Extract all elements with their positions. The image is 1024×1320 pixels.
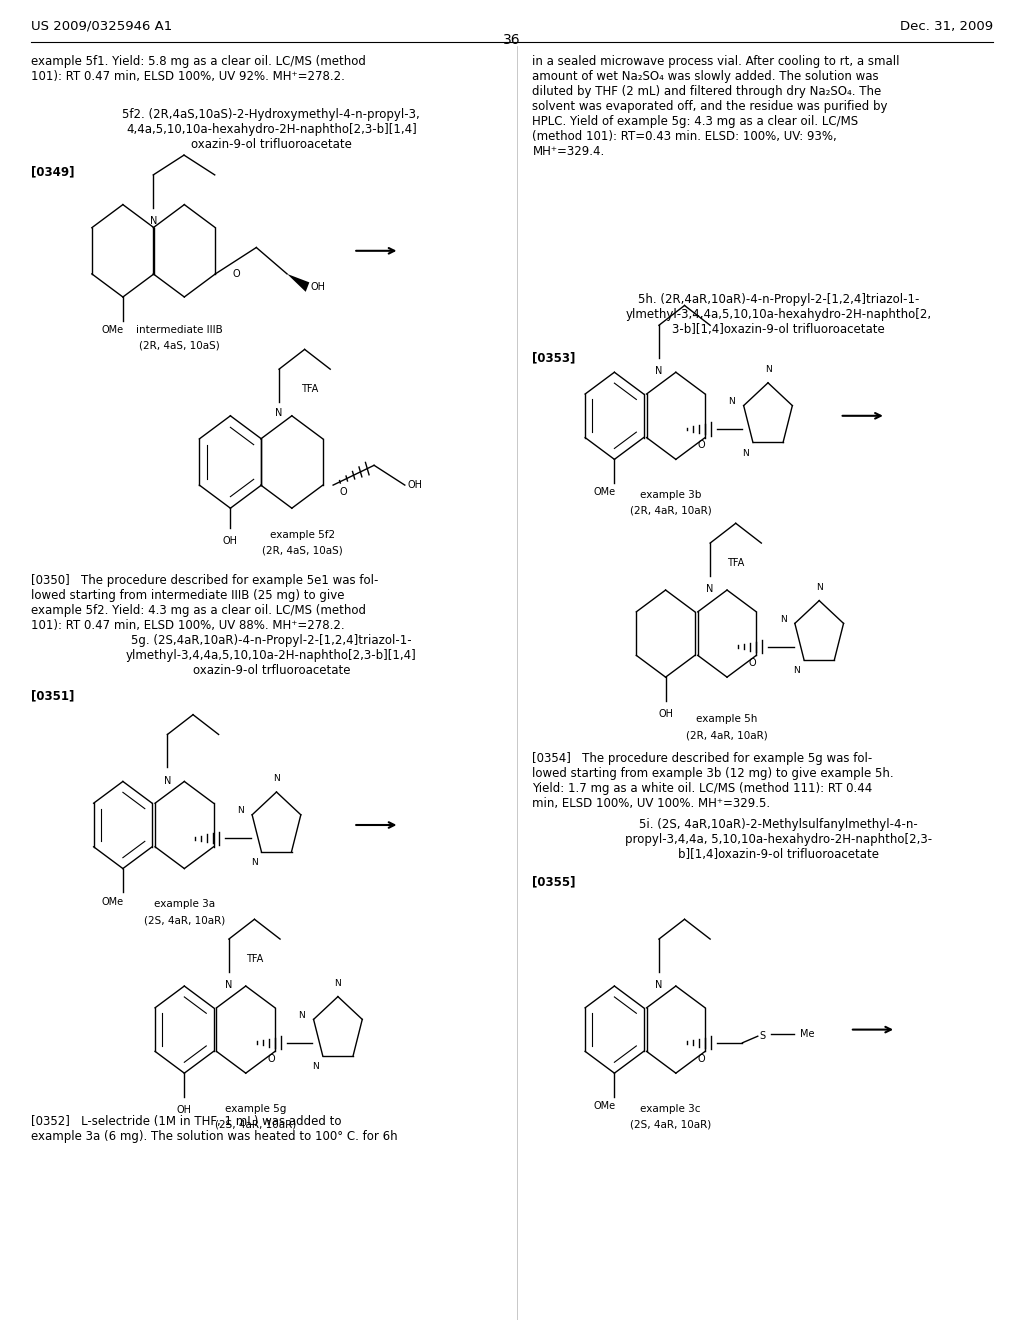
Text: N: N — [225, 981, 232, 990]
Text: [0351]: [0351] — [31, 689, 74, 702]
Text: example 5f1. Yield: 5.8 mg as a clear oil. LC/MS (method
101): RT 0.47 min, ELSD: example 5f1. Yield: 5.8 mg as a clear oi… — [31, 55, 366, 83]
Text: N: N — [742, 449, 750, 458]
Text: N: N — [299, 1011, 305, 1020]
Text: in a sealed microwave process vial. After cooling to rt, a small
amount of wet N: in a sealed microwave process vial. Afte… — [532, 55, 900, 158]
Text: [0350]   The procedure described for example 5e1 was fol-
lowed starting from in: [0350] The procedure described for examp… — [31, 574, 378, 632]
Text: OH: OH — [223, 536, 238, 546]
Text: OH: OH — [408, 480, 423, 490]
Text: (2R, 4aR, 10aR): (2R, 4aR, 10aR) — [630, 506, 712, 516]
Text: OH: OH — [177, 1105, 191, 1115]
Text: N: N — [275, 408, 283, 417]
Text: OMe: OMe — [593, 487, 615, 498]
Text: example 3c: example 3c — [640, 1104, 701, 1114]
Text: [0349]: [0349] — [31, 165, 74, 178]
Text: N: N — [150, 216, 157, 226]
Text: [0352]   L-selectride (1M in THF, 1 mL) was added to
example 3a (6 mg). The solu: [0352] L-selectride (1M in THF, 1 mL) wa… — [31, 1115, 397, 1143]
Text: US 2009/0325946 A1: US 2009/0325946 A1 — [31, 20, 172, 33]
Text: 36: 36 — [503, 33, 521, 48]
Text: TFA: TFA — [301, 384, 318, 393]
Text: (2R, 4aS, 10aS): (2R, 4aS, 10aS) — [139, 341, 219, 351]
Text: [0354]   The procedure described for example 5g was fol-
lowed starting from exa: [0354] The procedure described for examp… — [532, 752, 894, 810]
Text: N: N — [312, 1063, 319, 1072]
Text: N: N — [251, 858, 258, 867]
Text: (2S, 4aR, 10aR): (2S, 4aR, 10aR) — [143, 915, 225, 925]
Text: [0355]: [0355] — [532, 875, 575, 888]
Text: OH: OH — [658, 709, 673, 719]
Text: example 5g: example 5g — [225, 1104, 287, 1114]
Text: 5i. (2S, 4aR,10aR)-2-Methylsulfanylmethyl-4-n-
propyl-3,4,4a, 5,10,10a-hexahydro: 5i. (2S, 4aR,10aR)-2-Methylsulfanylmethy… — [625, 818, 932, 862]
Text: O: O — [232, 269, 240, 279]
Text: N: N — [655, 981, 663, 990]
Text: O: O — [697, 440, 706, 450]
Text: N: N — [707, 585, 714, 594]
Text: (2R, 4aR, 10aR): (2R, 4aR, 10aR) — [686, 730, 768, 741]
Text: O: O — [697, 1053, 706, 1064]
Text: N: N — [164, 776, 171, 785]
Text: example 5h: example 5h — [696, 714, 758, 725]
Text: (2R, 4aS, 10aS): (2R, 4aS, 10aS) — [262, 545, 342, 556]
Text: N: N — [273, 775, 280, 783]
Text: OH: OH — [310, 282, 326, 292]
Text: N: N — [335, 979, 341, 987]
Text: N: N — [765, 366, 771, 374]
Text: O: O — [340, 487, 347, 496]
Text: O: O — [267, 1053, 275, 1064]
Text: OMe: OMe — [593, 1101, 615, 1111]
Text: TFA: TFA — [727, 558, 744, 568]
Text: Dec. 31, 2009: Dec. 31, 2009 — [900, 20, 993, 33]
Text: O: O — [749, 657, 757, 668]
Text: S: S — [760, 1031, 766, 1041]
Text: N: N — [655, 367, 663, 376]
Text: N: N — [816, 583, 822, 591]
Polygon shape — [287, 273, 309, 292]
Text: 5h. (2R,4aR,10aR)-4-n-Propyl-2-[1,2,4]triazol-1-
ylmethyl-3,4,4a,5,10,10a-hexahy: 5h. (2R,4aR,10aR)-4-n-Propyl-2-[1,2,4]tr… — [626, 293, 931, 337]
Text: intermediate IIIB: intermediate IIIB — [136, 325, 222, 335]
Text: 5f2. (2R,4aS,10aS)-2-Hydroxymethyl-4-n-propyl-3,
4,4a,5,10,10a-hexahydro-2H-naph: 5f2. (2R,4aS,10aS)-2-Hydroxymethyl-4-n-p… — [123, 108, 420, 152]
Text: OMe: OMe — [101, 325, 124, 335]
Text: example 3b: example 3b — [640, 490, 701, 500]
Text: OMe: OMe — [101, 896, 124, 907]
Text: [0353]: [0353] — [532, 351, 575, 364]
Text: (2S, 4aR, 10aR): (2S, 4aR, 10aR) — [630, 1119, 712, 1130]
Text: example 3a: example 3a — [154, 899, 215, 909]
Text: TFA: TFA — [246, 954, 263, 964]
Text: 5g. (2S,4aR,10aR)-4-n-Propyl-2-[1,2,4]triazol-1-
ylmethyl-3,4,4a,5,10,10a-2H-nap: 5g. (2S,4aR,10aR)-4-n-Propyl-2-[1,2,4]tr… — [126, 634, 417, 677]
Text: N: N — [780, 615, 786, 624]
Text: N: N — [729, 397, 735, 407]
Text: N: N — [238, 807, 244, 816]
Text: (2S, 4aR, 10aR): (2S, 4aR, 10aR) — [215, 1119, 297, 1130]
Text: Me: Me — [800, 1028, 814, 1039]
Text: example 5f2: example 5f2 — [269, 529, 335, 540]
Text: N: N — [794, 667, 801, 676]
